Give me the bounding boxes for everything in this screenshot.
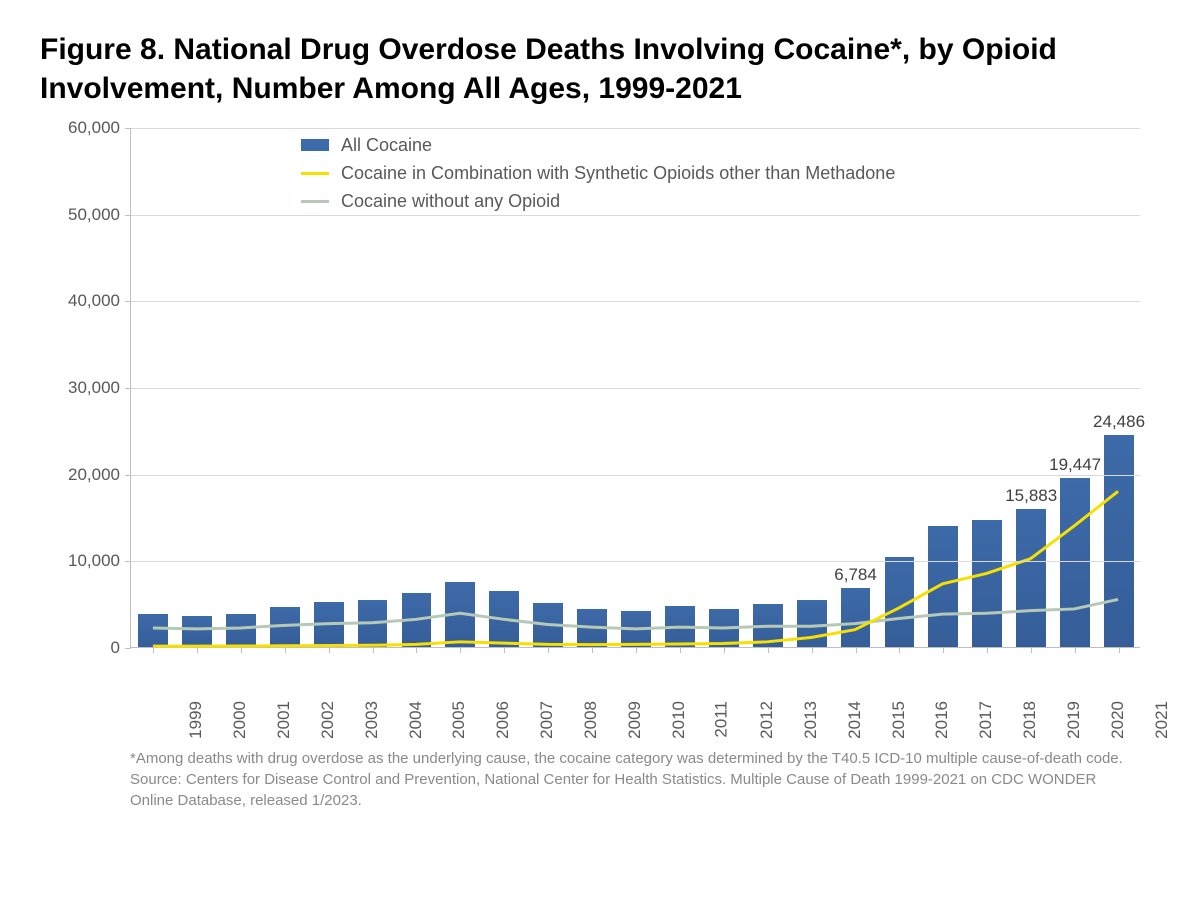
gridline (131, 301, 1140, 302)
x-tick-label: 2020 (1108, 701, 1128, 739)
chart-container: 010,00020,00030,00040,00050,00060,000 Al… (50, 128, 1150, 728)
x-tick-label: 2013 (801, 701, 821, 739)
x-tick-label: 2017 (976, 701, 996, 739)
y-tick-label: 0 (50, 638, 120, 658)
x-tick-label: 2019 (1064, 701, 1084, 739)
gridline (131, 128, 1140, 129)
y-tick-mark (125, 215, 131, 216)
x-tick-label: 2001 (274, 701, 294, 739)
y-tick-label: 50,000 (50, 205, 120, 225)
x-tick-label: 2016 (932, 701, 952, 739)
x-tick-label: 2009 (625, 701, 645, 739)
x-tick-label: 2012 (757, 701, 777, 739)
x-tick-label: 2015 (888, 701, 908, 739)
gridline (131, 561, 1140, 562)
y-tick-mark (125, 388, 131, 389)
y-tick-mark (125, 648, 131, 649)
line-series (153, 599, 1118, 628)
x-tick-label: 2003 (361, 701, 381, 739)
x-tick-label: 2002 (318, 701, 338, 739)
y-tick-mark (125, 561, 131, 562)
x-tick-label: 2014 (844, 701, 864, 739)
y-tick-mark (125, 301, 131, 302)
legend-label: Cocaine without any Opioid (341, 191, 560, 212)
gridline (131, 475, 1140, 476)
x-tick-label: 2007 (537, 701, 557, 739)
gridline (131, 215, 1140, 216)
gridline (131, 388, 1140, 389)
x-axis-labels: 1999200020012002200320042005200620072008… (130, 653, 1140, 723)
x-tick-label: 2006 (493, 701, 513, 739)
legend-row: Cocaine in Combination with Synthetic Op… (301, 161, 895, 185)
legend-swatch (301, 200, 329, 203)
y-tick-label: 10,000 (50, 551, 120, 571)
x-tick-label: 2011 (711, 701, 731, 738)
x-tick-label: 2008 (581, 701, 601, 739)
legend-swatch (301, 139, 329, 151)
legend-row: All Cocaine (301, 133, 895, 157)
y-tick-label: 20,000 (50, 465, 120, 485)
data-label: 24,486 (1093, 412, 1145, 432)
legend-label: Cocaine in Combination with Synthetic Op… (341, 163, 895, 184)
y-tick-label: 40,000 (50, 291, 120, 311)
x-tick-label: 2018 (1020, 701, 1040, 739)
y-tick-label: 60,000 (50, 118, 120, 138)
line-series (153, 491, 1118, 646)
data-label: 19,447 (1049, 455, 1101, 475)
footnote: *Among deaths with drug overdose as the … (130, 748, 1140, 811)
y-tick-mark (125, 128, 131, 129)
legend-label: All Cocaine (341, 135, 432, 156)
legend-swatch (301, 172, 329, 175)
x-tick-label: 2021 (1152, 701, 1172, 739)
chart-title: Figure 8. National Drug Overdose Deaths … (40, 30, 1160, 108)
legend-row: Cocaine without any Opioid (301, 189, 895, 213)
x-tick-label: 2010 (669, 701, 689, 739)
data-label: 6,784 (834, 565, 877, 585)
data-label: 15,883 (1005, 486, 1057, 506)
plot-area: All Cocaine Cocaine in Combination with S… (130, 128, 1140, 648)
x-tick-label: 1999 (186, 701, 206, 739)
y-axis-labels: 010,00020,00030,00040,00050,00060,000 (50, 128, 120, 648)
x-tick-label: 2005 (449, 701, 469, 739)
x-tick-label: 2000 (230, 701, 250, 739)
legend: All Cocaine Cocaine in Combination with S… (301, 133, 895, 217)
y-tick-mark (125, 475, 131, 476)
x-tick-label: 2004 (405, 701, 425, 739)
y-tick-label: 30,000 (50, 378, 120, 398)
